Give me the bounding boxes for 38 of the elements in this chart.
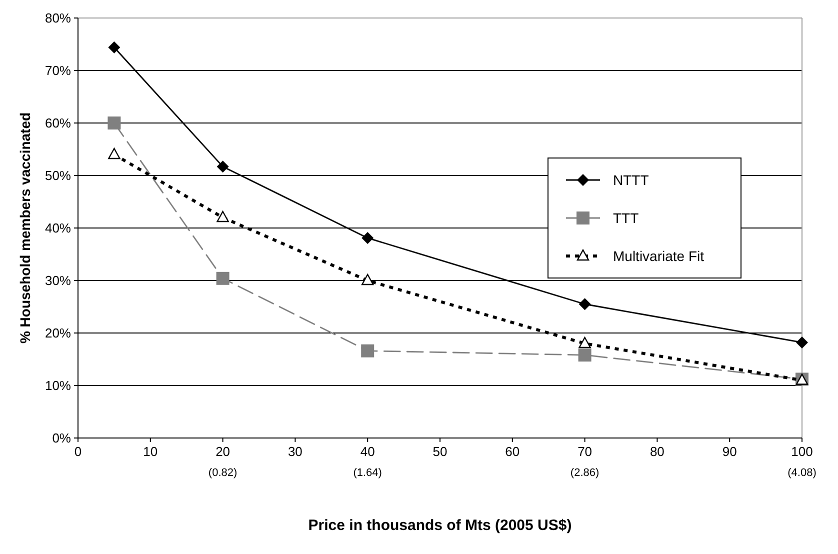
point <box>361 344 374 358</box>
y-tick-label: 50% <box>44 168 72 184</box>
y-tick-label: 70% <box>44 63 72 78</box>
x-tick-label: 50 <box>432 444 448 459</box>
point <box>578 298 591 310</box>
y-tick-label: 60% <box>44 116 72 131</box>
point <box>578 336 591 348</box>
x-tick-label: 60 <box>505 444 520 459</box>
legend-label: NTTT <box>613 172 650 188</box>
y-tick-label: 30% <box>44 273 72 288</box>
x-tick-label: 40 (1.64) <box>353 444 382 479</box>
x-tick-label: 100 (4.08) <box>788 444 816 479</box>
x-tick-label: 80 <box>650 444 664 459</box>
point <box>216 210 229 222</box>
y-tick-label: 0% <box>52 430 72 446</box>
x-tick-label: 70 (2.86) <box>570 444 600 479</box>
y-axis-title: % Household members vaccinated <box>17 112 33 344</box>
point <box>108 116 121 130</box>
point <box>108 41 120 54</box>
point <box>796 336 808 348</box>
point <box>216 160 229 173</box>
point <box>362 232 374 244</box>
x-tick-label: 90 <box>722 444 737 459</box>
point <box>362 274 374 286</box>
point <box>108 148 120 160</box>
y-tick-label: 10% <box>44 378 72 394</box>
y-tick-label: 20% <box>44 326 72 341</box>
x-tick-label: 30 <box>288 444 302 459</box>
y-tick-label: 80% <box>44 10 72 26</box>
point <box>216 272 230 285</box>
x-tick-label: 10 <box>143 444 158 459</box>
x-tick-label: 20 (0.82) <box>208 444 238 479</box>
x-axis-title: Price in thousands of Mts (2005 US$) <box>308 517 572 534</box>
x-tick-label: 0 <box>74 444 82 459</box>
legend-label: TTT <box>613 210 640 226</box>
legend-label: Multivariate Fit <box>613 248 704 264</box>
y-tick-label: 40% <box>44 220 72 236</box>
point <box>578 348 592 362</box>
